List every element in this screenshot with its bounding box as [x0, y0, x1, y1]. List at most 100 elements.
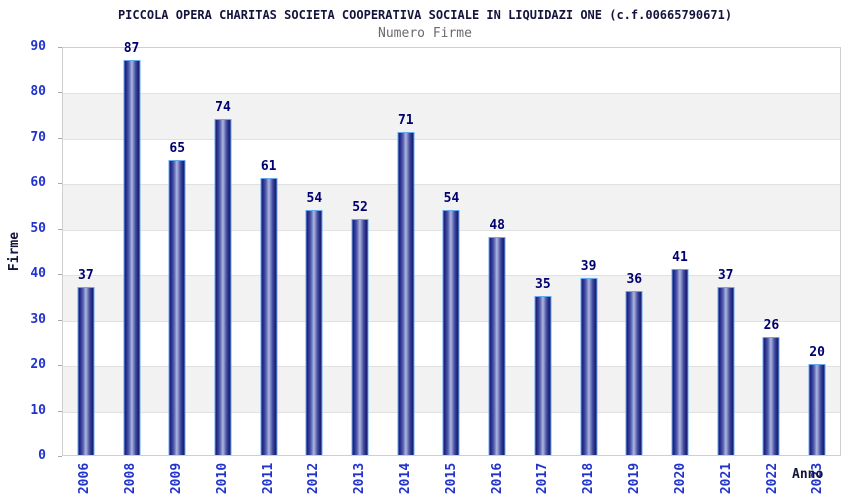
x-tick-2010: 2010	[204, 458, 240, 498]
x-tick-2022: 2022	[754, 458, 790, 498]
x-tick-2016: 2016	[479, 458, 515, 498]
bar-slot-2016: 48	[474, 48, 520, 455]
y-tickmark	[58, 410, 62, 412]
bar-2006	[77, 286, 95, 455]
bar-2023	[808, 364, 826, 455]
x-tick-label: 2020	[673, 462, 689, 494]
bar-2015	[442, 209, 460, 455]
x-tick-label: 2014	[398, 462, 414, 494]
x-tick-2012: 2012	[296, 458, 332, 498]
y-tickmark	[58, 137, 62, 139]
x-tick-label: 2012	[306, 462, 322, 494]
bar-2021	[717, 286, 735, 455]
bar-slot-2018: 39	[566, 48, 612, 455]
plot-area: 37 87 65 74 61 54 52 71 54 48 35 39 36 41 37 26 20	[62, 41, 841, 456]
bar-value-2009: 65	[169, 140, 186, 156]
bar-2014	[397, 132, 415, 455]
bar-slot-2019: 36	[611, 48, 657, 455]
bar-value-2011: 61	[260, 158, 277, 174]
y-axis-ticks: 0 10 20 30 40 50 60 70 80 90	[0, 39, 46, 463]
bar-value-2019: 36	[626, 272, 643, 288]
x-tick-2011: 2011	[250, 458, 286, 498]
bar-value-2016: 48	[489, 217, 505, 233]
x-tick-label: 2010	[214, 462, 230, 494]
x-tick-2013: 2013	[342, 458, 378, 498]
bar-value-2022: 26	[763, 317, 780, 333]
bar-value-2008: 87	[123, 40, 140, 56]
y-tick-label-80: 80	[30, 84, 46, 100]
bar-slot-2021: 37	[703, 48, 749, 455]
x-axis-ticks: 2006 2008 2009 2010 2011 2012 2013 2014 2015 2016…	[62, 458, 841, 500]
bar-value-2020: 41	[672, 249, 688, 265]
bar-2020	[671, 268, 689, 455]
bar-slot-2009: 65	[154, 48, 200, 455]
bar-slot-2011: 61	[246, 48, 292, 455]
gridline-80	[63, 93, 840, 95]
bar-value-2014: 71	[397, 113, 414, 129]
y-tick-label-60: 60	[30, 175, 46, 191]
bar-2018	[580, 277, 598, 455]
bar-value-2023: 20	[809, 345, 825, 361]
x-tick-label: 2022	[764, 462, 780, 494]
bar-value-2018: 39	[580, 258, 597, 274]
bar-slot-2022: 26	[749, 48, 795, 455]
x-tick-2017: 2017	[525, 458, 561, 498]
bar-slot-2008: 87	[109, 41, 155, 455]
x-tick-2018: 2018	[571, 458, 607, 498]
y-tickmark	[58, 47, 62, 48]
x-tick-2015: 2015	[434, 458, 470, 498]
x-tick-label: 2017	[535, 462, 551, 494]
bar-slot-2015: 54	[429, 48, 475, 455]
y-tickmark	[58, 228, 62, 230]
bar-2017	[534, 295, 552, 455]
y-tick-label-90: 90	[30, 39, 46, 54]
x-tick-2009: 2009	[159, 458, 195, 498]
bar-slot-2012: 54	[292, 48, 338, 455]
x-tick-label: 2018	[581, 462, 597, 494]
x-tick-2021: 2021	[708, 458, 744, 498]
bar-slot-2013: 52	[337, 48, 383, 455]
gridline-60	[63, 184, 840, 186]
x-tick-label: 2009	[169, 462, 185, 494]
y-tick-label-20: 20	[30, 357, 46, 373]
y-tickmark	[58, 456, 62, 457]
bar-2016	[488, 236, 506, 455]
bar-value-2010: 74	[215, 99, 231, 115]
bar-2008	[123, 59, 141, 455]
x-tick-label: 2011	[260, 462, 276, 494]
bar-slot-2017: 35	[520, 48, 566, 455]
bar-value-2013: 52	[352, 199, 368, 215]
bar-2010	[214, 118, 232, 455]
y-tick-label-50: 50	[30, 220, 46, 236]
x-tick-2008: 2008	[113, 458, 149, 498]
bar-value-2015: 54	[443, 190, 460, 206]
x-tick-label: 2006	[77, 462, 93, 494]
bar-value-2012: 54	[306, 190, 323, 206]
bar-2011	[260, 177, 278, 455]
x-tick-label: 2021	[718, 462, 734, 494]
bar-slot-2010: 74	[200, 48, 246, 455]
chart-subtitle: Numero Firme	[378, 26, 472, 41]
bar-slots: 37 87 65 74 61 54 52 71 54 48 35 39 36 41 37 26 20	[63, 41, 840, 455]
bar-2009	[168, 159, 186, 455]
x-tick-label: 2019	[627, 462, 643, 494]
x-tick-2019: 2019	[617, 458, 653, 498]
x-tick-label: 2008	[123, 462, 139, 494]
bar-slot-2006: 37	[63, 48, 109, 455]
y-tickmark	[58, 183, 62, 185]
bar-slot-2023: 20	[794, 48, 840, 455]
y-tick-label-10: 10	[30, 402, 46, 418]
plot-band	[63, 93, 840, 139]
y-tickmark	[58, 365, 62, 367]
bar-value-2006: 37	[78, 267, 94, 283]
x-tick-2020: 2020	[663, 458, 699, 498]
bar-2019	[625, 291, 643, 455]
y-tick-label-40: 40	[30, 266, 46, 282]
x-tick-2006: 2006	[67, 458, 103, 498]
gridline-70	[63, 138, 840, 140]
x-tick-label: 2015	[444, 462, 459, 494]
chart-title: PICCOLA OPERA CHARITAS SOCIETA COOPERATI…	[117, 8, 733, 22]
y-tickmark	[58, 319, 62, 321]
x-axis-title: Anno	[792, 467, 824, 482]
